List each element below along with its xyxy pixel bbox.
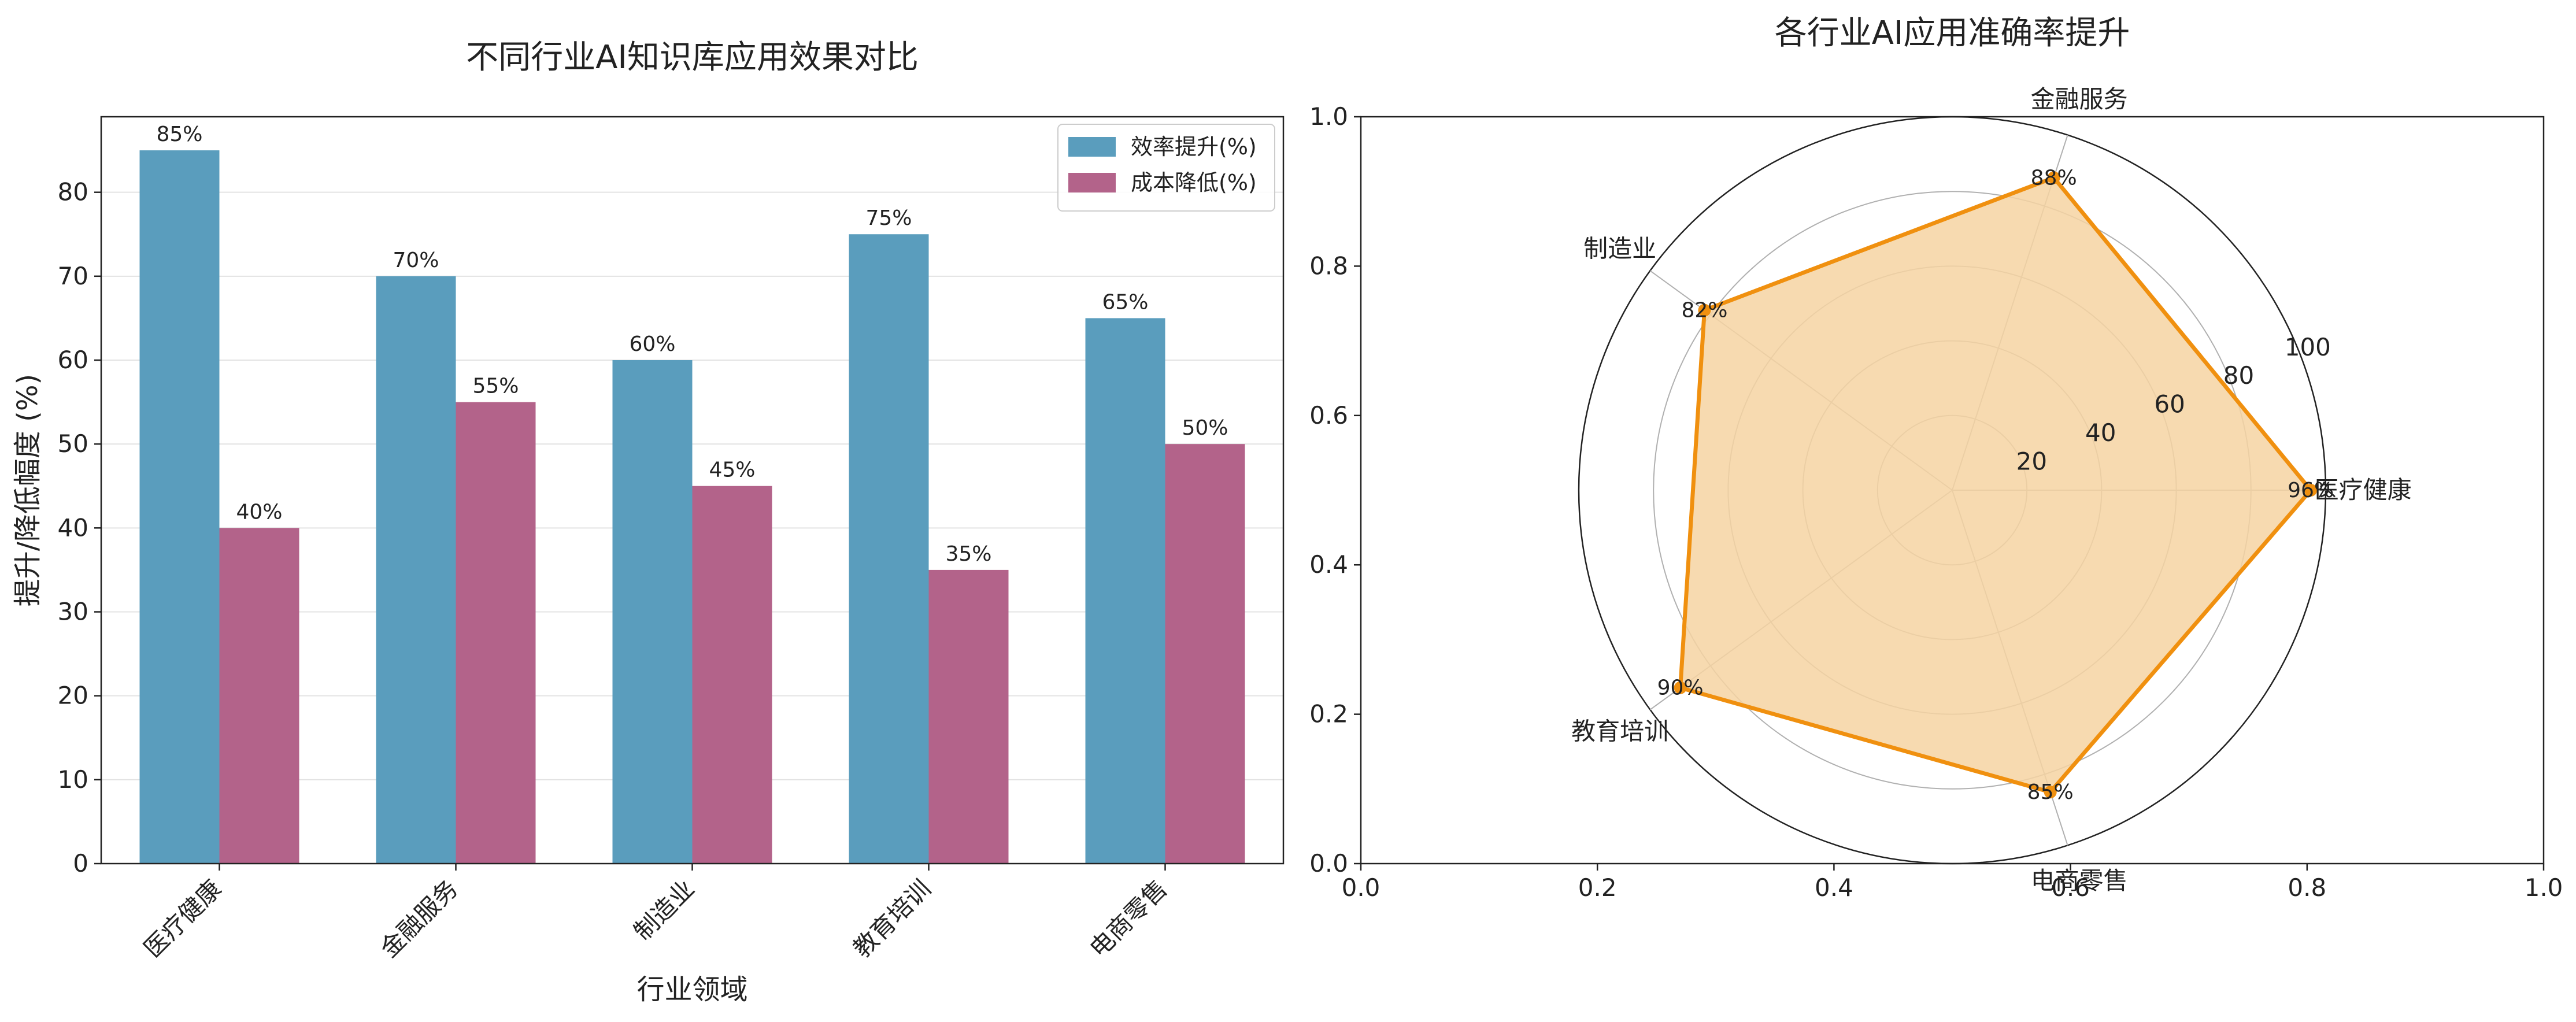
bar-data-label: 70% — [393, 249, 439, 272]
bar-0-3 — [849, 234, 929, 864]
radar-category-label: 电商零售 — [2031, 867, 2128, 895]
bar-1-0 — [219, 528, 299, 864]
radar-chart-title: 各行业AI应用准确率提升 — [1775, 14, 2130, 52]
bar-0-1 — [376, 276, 456, 864]
radar-chart: 各行业AI应用准确率提升 0.00.0 0.2 0.2 0.4 0.4 0.6 0.6 0.8… — [1309, 14, 2563, 902]
bar-x-ticks: 医疗健康 金融服务 制造业 教育培训 电商零售 — [138, 864, 1173, 963]
radar-x-tick-label: 0.0 — [1342, 873, 1380, 902]
radar-point-4 — [2044, 786, 2057, 799]
radar-r-tick-label: 100 — [2285, 333, 2331, 361]
radar-series-line — [1678, 175, 2313, 794]
bar-y-tick-label: 0 — [73, 849, 88, 877]
radar-data: 96% 88% 82% 90% 85% — [1657, 166, 2334, 804]
legend-swatch-1 — [1068, 173, 1116, 192]
bar-legend: 效率提升(%) 成本降低(%) — [1057, 124, 1275, 212]
legend-swatch-0 — [1068, 137, 1116, 157]
bar-data-label: 65% — [1102, 290, 1148, 314]
radar-cartesian-ticks: 0.00.0 0.2 0.2 0.4 0.4 0.6 0.6 0.8 0.8 1.0 1.0 — [1309, 102, 2563, 902]
radar-value-label: 88% — [2031, 166, 2077, 190]
radar-y-tick-label: 0.2 — [1309, 700, 1348, 728]
bar-data-label: 35% — [945, 542, 991, 566]
bar-y-tick-label: 60 — [58, 346, 88, 374]
bar-x-tick-label: 教育培训 — [847, 874, 936, 962]
bar-data-label: 75% — [865, 206, 912, 230]
radar-point-3 — [1674, 681, 1687, 694]
bar-1-3 — [928, 569, 1009, 864]
radar-x-tick-label: 0.2 — [1578, 873, 1617, 902]
legend-label-0: 效率提升(%) — [1131, 134, 1257, 160]
radar-r-ticks: 20 40 60 80 100 — [2016, 333, 2331, 476]
legend-label-1: 成本降低(%) — [1131, 170, 1257, 195]
radar-y-tick-label: 1.0 — [1309, 102, 1348, 131]
radar-category-label: 金融服务 — [2031, 85, 2128, 113]
radar-x-tick-label: 0.6 — [2051, 873, 2090, 902]
radar-r-tick-label: 40 — [2085, 419, 2116, 447]
radar-category-label: 教育培训 — [1571, 717, 1668, 746]
bar-x-tick-label: 金融服务 — [375, 874, 463, 962]
radar-y-tick-label: 0.0 — [1309, 849, 1348, 877]
radar-point-0 — [2304, 484, 2318, 497]
bar-1-1 — [456, 402, 536, 864]
bar-data-label: 45% — [709, 458, 755, 482]
bar-y-tick-label: 30 — [58, 597, 88, 625]
bar-x-tick-label: 电商零售 — [1084, 874, 1172, 962]
radar-category-label: 医疗健康 — [2315, 476, 2412, 504]
radar-r-tick-label: 80 — [2223, 361, 2254, 390]
bar-y-tick-label: 50 — [58, 429, 88, 458]
radar-value-label: 90% — [1657, 676, 1704, 700]
bar-data-label: 55% — [472, 375, 519, 398]
bar-x-tick-label: 医疗健康 — [138, 874, 227, 962]
bar-0-0 — [139, 150, 220, 864]
bar-data-label: 40% — [236, 500, 282, 524]
bar-y-tick-label: 10 — [58, 765, 88, 794]
radar-x-tick-label: 0.8 — [2288, 873, 2326, 902]
bar-y-tick-label: 70 — [58, 262, 88, 290]
bar-y-ticks: 0 10 20 30 40 50 60 70 80 — [58, 178, 101, 877]
bar-y-axis-label: 提升/降低幅度 (%) — [12, 374, 44, 607]
radar-value-label: 85% — [2027, 780, 2074, 804]
bar-1-2 — [692, 486, 772, 864]
bar-x-axis-label: 行业领域 — [636, 973, 747, 1006]
bar-chart-title: 不同行业AI知识库应用效果对比 — [466, 39, 919, 76]
bar-plot-frame — [100, 116, 1285, 865]
radar-point-1 — [2047, 171, 2060, 184]
bar-0-2 — [612, 360, 693, 864]
radar-r-tick-label: 60 — [2154, 390, 2185, 419]
bar-series: 85% 40% 70% 55% 60% 45% 75% 35% 65% 50% — [139, 123, 1245, 864]
bar-data-label: 85% — [156, 123, 202, 146]
bar-data-label: 50% — [1182, 416, 1228, 440]
bar-y-tick-label: 40 — [58, 513, 88, 542]
bar-y-tick-label: 80 — [58, 178, 88, 206]
radar-category-label: 制造业 — [1583, 234, 1656, 262]
bar-x-tick-label: 制造业 — [628, 874, 700, 946]
radar-x-tick-label: 0.4 — [1815, 873, 1853, 902]
radar-y-tick-label: 0.6 — [1309, 401, 1348, 429]
radar-point-2 — [1698, 303, 1711, 317]
bar-y-tick-label: 20 — [58, 682, 88, 710]
bar-data-label: 60% — [629, 332, 675, 356]
radar-value-label: 96% — [2288, 479, 2334, 502]
radar-x-tick-label: 1.0 — [2525, 873, 2563, 902]
bar-chart: 不同行业AI知识库应用效果对比 85% 40% 70% 55% 60% 45% 75% 35%… — [12, 39, 1285, 1006]
bar-0-4 — [1085, 318, 1165, 864]
radar-y-tick-label: 0.8 — [1309, 251, 1348, 280]
radar-value-label: 82% — [1681, 299, 1727, 323]
radar-r-tick-label: 20 — [2016, 447, 2047, 476]
radar-y-tick-label: 0.4 — [1309, 550, 1348, 579]
bar-1-4 — [1165, 444, 1245, 864]
radar-fill-area — [1680, 177, 2311, 793]
